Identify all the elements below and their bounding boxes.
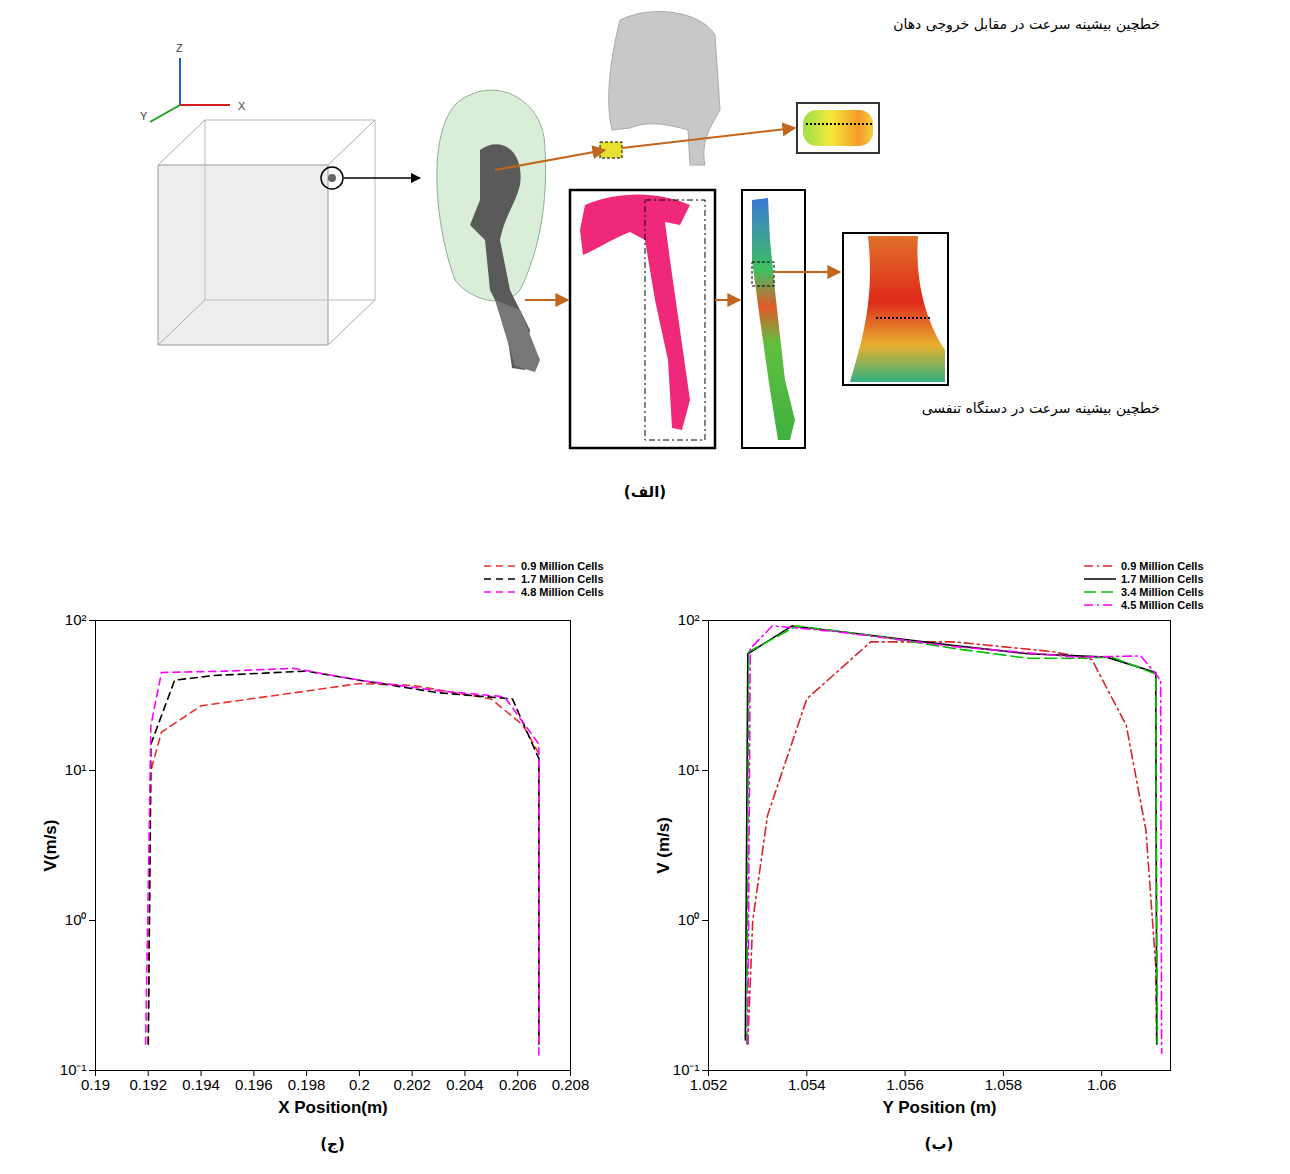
svg-text:10²: 10² xyxy=(678,611,700,628)
html-text:4.5 Million Cells: 4.5 Million Cells xyxy=(1121,598,1204,611)
svg-text:10²: 10² xyxy=(65,611,87,628)
html-text:(ج): (ج) xyxy=(320,1135,345,1153)
svg-text:0.19: 0.19 xyxy=(81,1076,110,1093)
svg-text:10⁻¹: 10⁻¹ xyxy=(672,1061,700,1079)
svg-text:1.052: 1.052 xyxy=(690,1076,728,1093)
svg-text:1.056: 1.056 xyxy=(886,1076,924,1093)
html-text:(ب): (ب) xyxy=(924,1135,954,1153)
svg-text:10¹: 10¹ xyxy=(65,761,87,778)
svg-text:V(m/s): V(m/s) xyxy=(41,820,60,872)
html-text:1.7 Million Cells: 1.7 Million Cells xyxy=(521,572,604,585)
svg-text:10⁻¹: 10⁻¹ xyxy=(59,1061,87,1079)
svg-text:1.06: 1.06 xyxy=(1087,1076,1116,1093)
svg-text:0.2: 0.2 xyxy=(349,1076,370,1093)
svg-text:0.196: 0.196 xyxy=(235,1076,273,1093)
svg-text:0.204: 0.204 xyxy=(446,1076,484,1093)
svg-text:1.058: 1.058 xyxy=(985,1076,1023,1093)
svg-text:0.192: 0.192 xyxy=(130,1076,168,1093)
svg-text:0.208: 0.208 xyxy=(552,1076,590,1093)
html-text:0.9 Million Cells: 0.9 Million Cells xyxy=(521,559,604,572)
html-text:3.4 Million Cells: 3.4 Million Cells xyxy=(1121,585,1204,598)
html-text:خطچین بیشینه سرعت در مقابل خرو: خطچین بیشینه سرعت در مقابل خروجی دهان xyxy=(893,16,1160,32)
html-text:خطچین بیشینه سرعت در دستگاه تن: خطچین بیشینه سرعت در دستگاه تنفسی xyxy=(921,400,1160,416)
svg-text:0.206: 0.206 xyxy=(499,1076,537,1093)
html-text:(الف): (الف) xyxy=(623,483,667,501)
svg-text:X: X xyxy=(238,100,246,112)
svg-text:Y Position (m): Y Position (m) xyxy=(883,1098,997,1117)
svg-text:10¹: 10¹ xyxy=(678,761,700,778)
svg-text:0.198: 0.198 xyxy=(288,1076,326,1093)
html-text:4.8 Million Cells: 4.8 Million Cells xyxy=(521,585,604,598)
html-text:0.9 Million Cells: 0.9 Million Cells xyxy=(1121,559,1204,572)
svg-text:1.054: 1.054 xyxy=(788,1076,826,1093)
svg-text:10⁰: 10⁰ xyxy=(678,911,700,928)
svg-text:0.194: 0.194 xyxy=(182,1076,220,1093)
svg-text:X Position(m): X Position(m) xyxy=(278,1098,388,1117)
svg-text:Z: Z xyxy=(176,42,183,54)
svg-text:0.202: 0.202 xyxy=(393,1076,431,1093)
svg-text:10⁰: 10⁰ xyxy=(65,911,87,928)
svg-text:Y: Y xyxy=(140,110,148,122)
html-text:1.7 Million Cells: 1.7 Million Cells xyxy=(1121,572,1204,585)
svg-text:V (m/s): V (m/s) xyxy=(654,817,673,874)
